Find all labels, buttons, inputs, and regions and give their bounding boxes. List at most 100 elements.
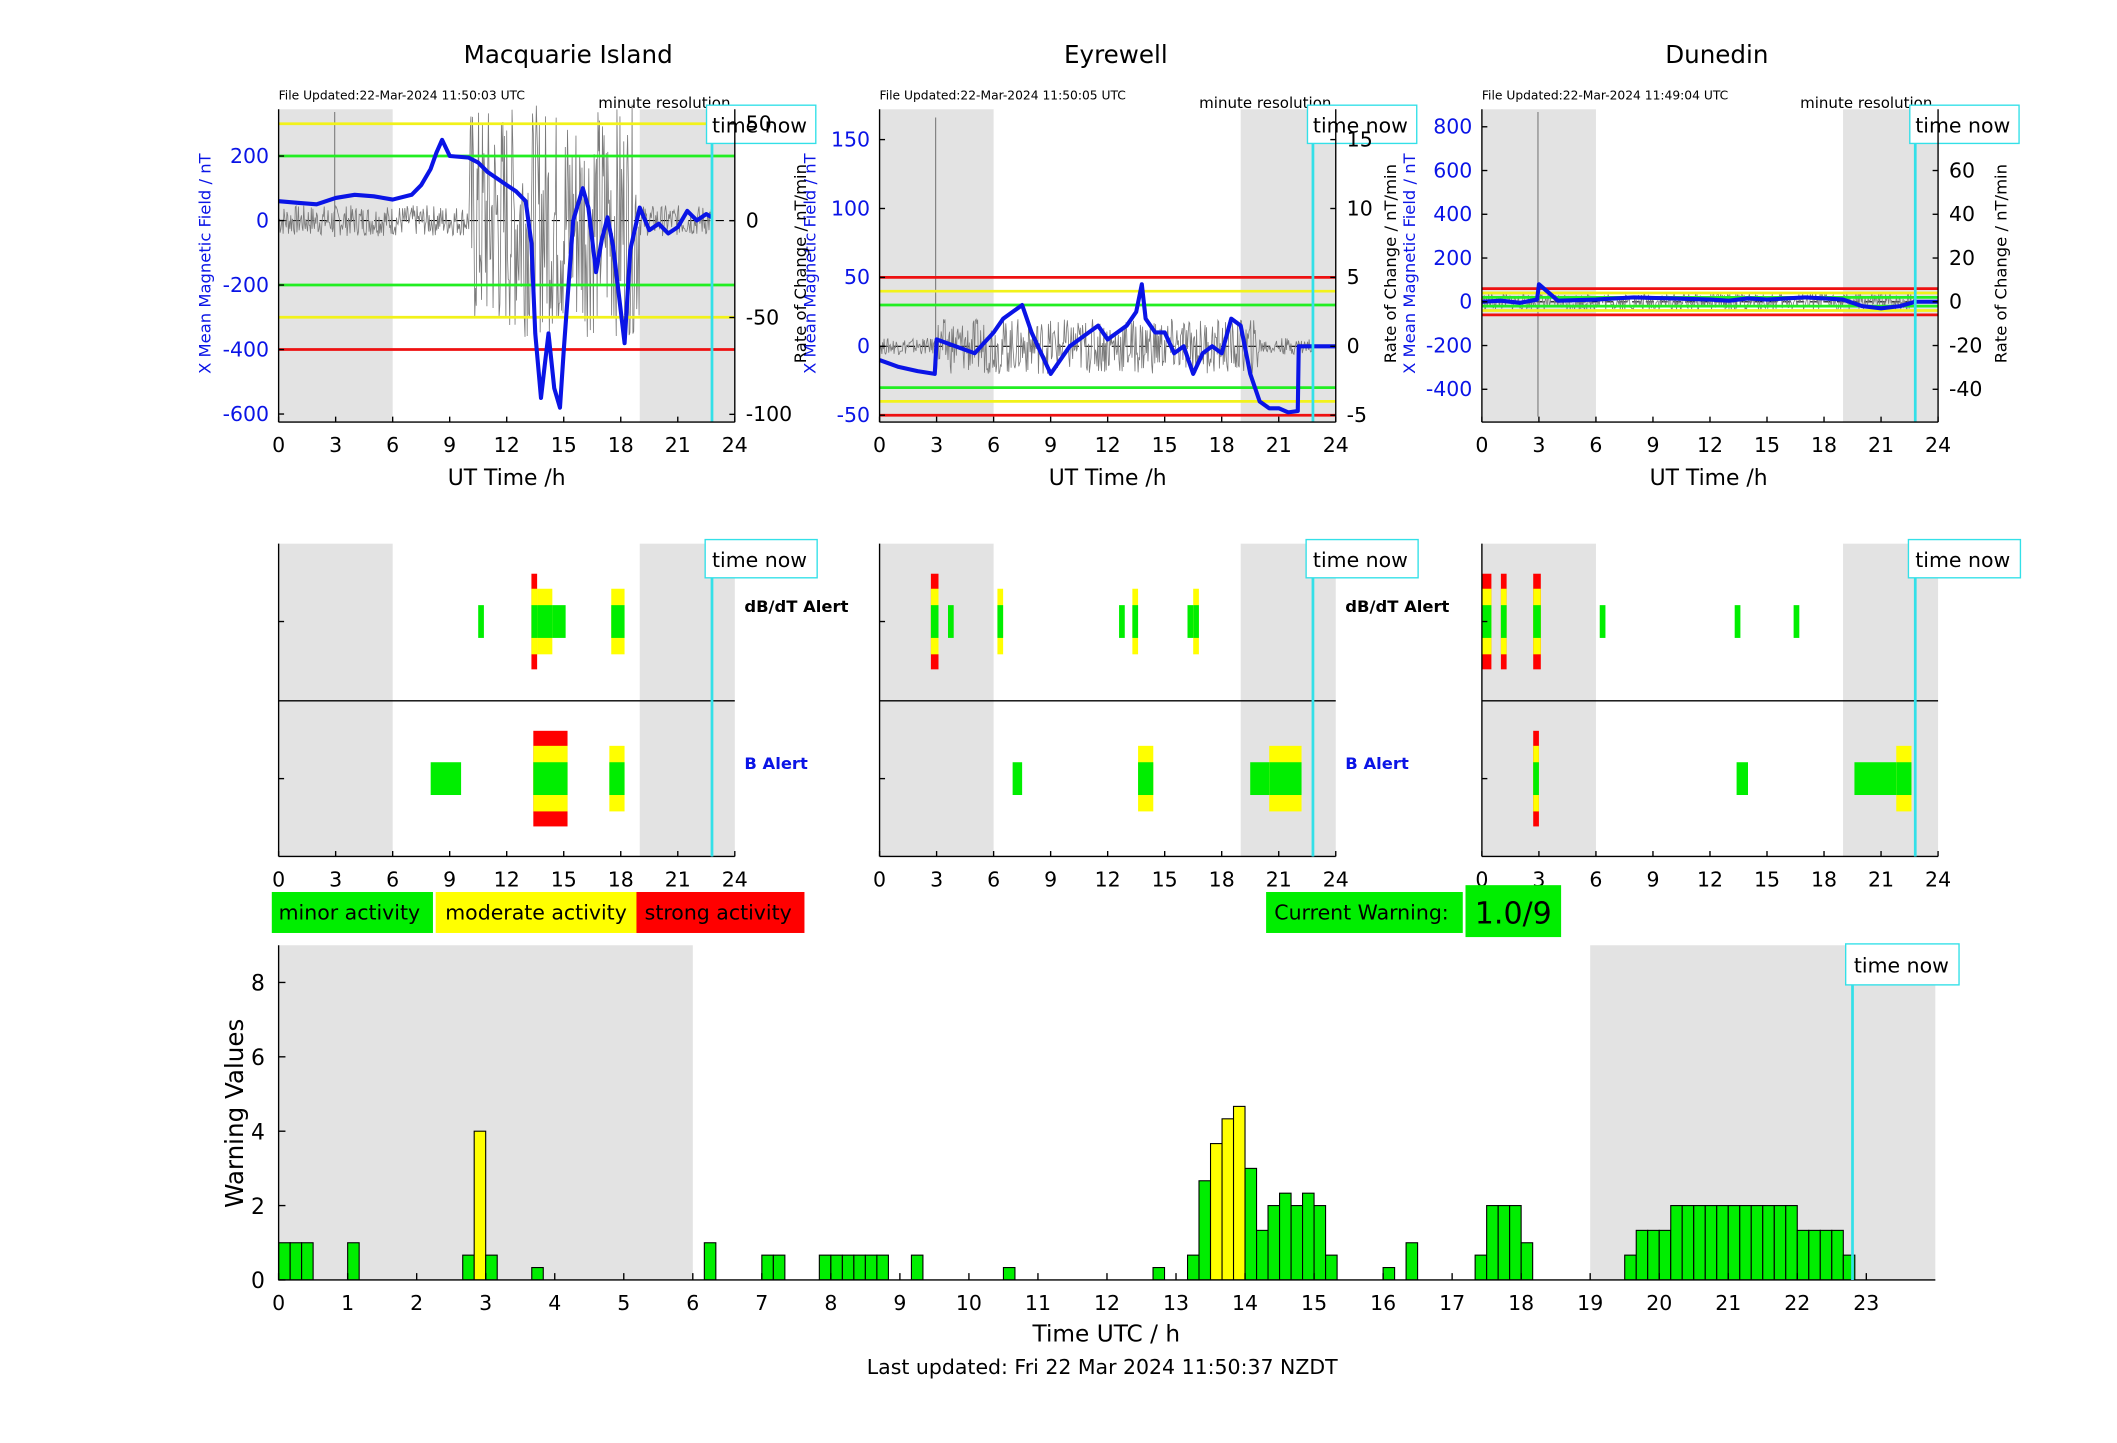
y-tick-label: 8 [251,972,265,997]
alert-block-green [1854,762,1897,796]
night-shading [278,109,393,423]
warning-values-chart: 0 1 2 3 4 5 6 7 8 9 10 11 12 13 14 15 16 17 18 19 20 21 22 2302… [220,943,1960,1347]
x-tick-label: 16 [1370,1291,1396,1315]
x-tick-label: 12 [494,433,520,457]
bar-x-axis-label: Time UTC / h [1032,1320,1181,1347]
x-tick-label: 4 [548,1291,561,1315]
x-tick-label: 24 [1323,433,1349,457]
warning-bar [841,1254,855,1281]
y2-tick-label: 10 [1347,196,1373,220]
alert-block-green [430,762,462,796]
alert-block-green [611,605,625,638]
y-tick-label: -200 [223,273,269,297]
x-tick-label: 5 [617,1291,630,1315]
warning-bar [1647,1229,1660,1281]
station-title: Eyrewell [1064,40,1168,69]
station-panel-macquarie-island: Macquarie Island File Updated:22-Mar-202… [195,40,817,491]
x-tick-label: 18 [1209,433,1235,457]
warning-bar [1693,1205,1706,1281]
station-title: Dunedin [1665,40,1768,69]
file-updated-text: File Updated:22-Mar-2024 11:49:04 UTC [1482,89,1728,103]
current-warning-box [1266,891,1463,933]
warning-bar [1209,1143,1223,1281]
time-now-box [1306,104,1418,145]
legend-moderate-label: moderate activity [445,900,627,924]
night-shading [639,109,735,423]
x-tick-label: 9 [1646,868,1659,892]
x-tick-label: 12 [1094,1291,1120,1315]
alert-block-green [1250,762,1270,796]
warning-bar [1313,1205,1327,1281]
bar-chart-area: 0 1 2 3 4 5 6 7 8 9 10 11 12 13 14 15 16 17 18 19 20 21 22 2302… [251,943,1960,1315]
time-now-label: time now [1915,114,2010,138]
warning-bar [1750,1205,1764,1281]
warning-bar [1382,1267,1396,1281]
y2-tick-label: -50 [746,305,779,329]
current-warning-value-box [1465,885,1562,938]
warning-bar [1301,1192,1315,1281]
x-tick-label: 9 [1044,868,1057,892]
x-tick-label: 3 [930,433,943,457]
alert-block-green [1119,605,1125,638]
x-tick-label: 1 [341,1291,354,1315]
warning-bar [703,1242,717,1281]
minute-resolution-label: minute resolution [598,94,730,112]
alert-block-green [1187,605,1194,638]
y-axis-label-field: X Mean Magnetic Field / nT [800,152,819,374]
alert-block-green [1500,605,1507,638]
x-tick-label: 0 [272,1291,285,1315]
y-tick-label: -400 [1426,377,1472,401]
time-now-box [705,104,817,145]
alert-block-green [1793,605,1800,638]
y-axis-label-field: X Mean Magnetic Field / nT [1400,152,1419,374]
x-tick-label: 6 [1589,433,1602,457]
y2-tick-label: 0 [1949,290,1962,314]
x-tick-label: 3 [930,868,943,892]
x-tick-label: 15 [551,868,577,892]
warning-bar [1497,1205,1511,1281]
b-alert-label: B Alert [1345,754,1409,773]
current-warning-value: 1.0/9 [1475,896,1552,931]
current-warning-label: Current Warning: [1274,900,1448,924]
warning-bar [761,1254,774,1281]
y-tick-label: 200 [1433,246,1472,270]
time-now-label: time now [1854,954,1949,978]
x-tick-label: 12 [1697,433,1723,457]
y2-axis-label-rate: Rate of Change / nT/min [1381,164,1400,363]
warning-bar [1796,1229,1810,1281]
time-now-box [1844,943,1960,986]
y2-tick-label: 20 [1949,246,1975,270]
alert-block-green [1533,762,1539,796]
warning-bar [1762,1205,1775,1281]
y-tick-label: 50 [844,265,870,289]
warning-bar [1520,1242,1534,1281]
legend-strong-swatch [636,891,805,933]
x-tick-label: 23 [1853,1291,1879,1315]
y-tick-label: 800 [1433,115,1472,139]
magnetic-field-line [1481,282,1939,311]
x-tick-label: 9 [1646,433,1659,457]
x-tick-label: 21 [1715,1291,1741,1315]
alert-block-green [948,605,954,638]
x-tick-label: 12 [1095,868,1121,892]
warning-bar [1474,1254,1488,1281]
x-axis-label: UT Time /h [1650,466,1768,491]
x-tick-label: 0 [1475,433,1488,457]
y2-tick-label: 5 [1347,265,1360,289]
last-updated-footer: Last updated: Fri 22 Mar 2024 11:50:37 N… [867,1355,1338,1379]
x-tick-label: 6 [1589,868,1602,892]
time-now-label: time now [1915,548,2010,572]
x-tick-label: 18 [608,868,634,892]
x-tick-label: 6 [386,433,399,457]
alert-block-green [478,605,484,638]
night-shading [1843,109,1939,423]
x-tick-label: 9 [443,433,456,457]
alert-block-green [1896,762,1912,796]
warning-bar [1152,1267,1166,1281]
warning-bar [347,1242,360,1281]
file-updated-text: File Updated:22-Mar-2024 11:50:03 UTC [279,89,525,103]
y-tick-label: -50 [837,403,870,427]
